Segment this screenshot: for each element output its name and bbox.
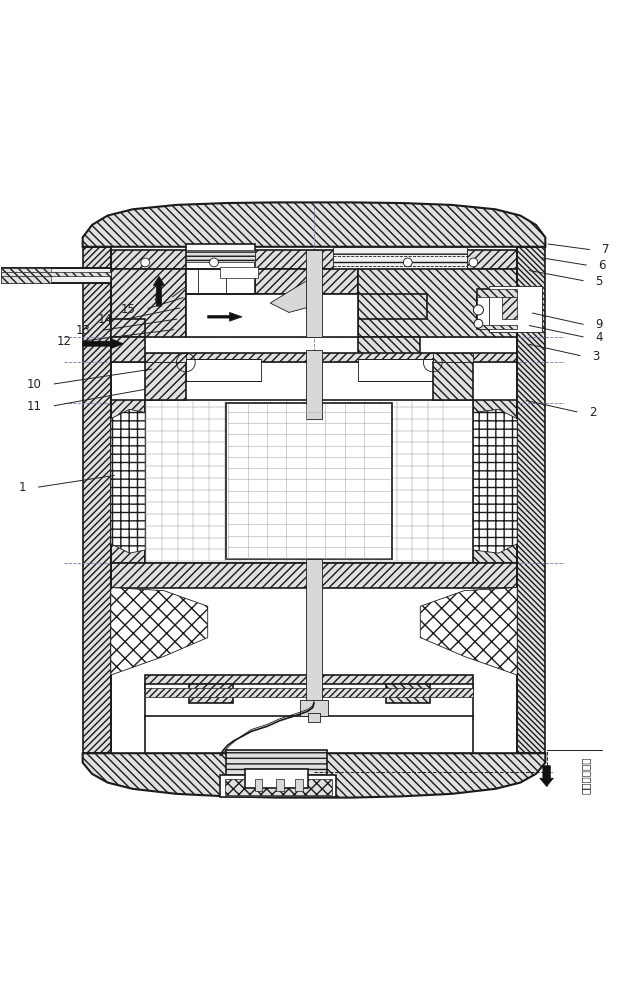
Bar [245, 769, 308, 788]
Polygon shape [111, 250, 517, 269]
Polygon shape [111, 588, 208, 675]
Circle shape [474, 319, 483, 328]
Text: 14: 14 [98, 313, 112, 326]
Bar [145, 716, 474, 753]
Bar [489, 286, 542, 332]
Bar [225, 779, 332, 795]
Bar [145, 353, 186, 362]
Bar [333, 247, 467, 269]
Polygon shape [539, 766, 553, 786]
Circle shape [141, 258, 149, 267]
Bar [145, 400, 474, 563]
Circle shape [469, 258, 478, 267]
Text: 10: 10 [27, 378, 42, 391]
Bar [358, 359, 433, 381]
Text: 1: 1 [19, 481, 26, 494]
Bar [1, 268, 111, 283]
Text: 9: 9 [595, 318, 603, 331]
Text: 4: 4 [595, 331, 603, 344]
Polygon shape [111, 337, 145, 362]
Bar [477, 297, 517, 322]
Bar [220, 267, 257, 278]
Circle shape [210, 258, 219, 267]
Bar [189, 684, 233, 703]
Text: 2: 2 [589, 406, 597, 419]
Bar [276, 779, 284, 791]
Circle shape [403, 258, 412, 267]
Circle shape [474, 305, 484, 315]
Bar [502, 297, 517, 319]
Polygon shape [474, 409, 517, 553]
Bar [306, 350, 322, 419]
Text: 6: 6 [598, 259, 606, 272]
Bar [227, 750, 327, 778]
Bar [145, 684, 474, 719]
Polygon shape [111, 353, 517, 362]
Bar [186, 269, 254, 294]
Polygon shape [477, 289, 517, 297]
Polygon shape [208, 312, 242, 321]
Bar [306, 559, 322, 703]
Polygon shape [145, 688, 474, 697]
Polygon shape [474, 400, 517, 563]
Bar [433, 362, 474, 400]
Polygon shape [477, 325, 517, 329]
Text: 15: 15 [121, 303, 136, 316]
Bar [186, 359, 261, 381]
Polygon shape [145, 675, 474, 688]
Polygon shape [83, 753, 545, 798]
Bar [186, 250, 254, 262]
Polygon shape [111, 319, 145, 337]
Bar [295, 779, 303, 791]
Polygon shape [358, 269, 517, 337]
Text: 13: 13 [76, 324, 91, 337]
Bar [254, 779, 262, 791]
Bar [477, 289, 533, 329]
Polygon shape [1, 276, 51, 283]
Polygon shape [111, 269, 186, 337]
Polygon shape [83, 339, 123, 349]
Bar [145, 362, 186, 400]
Polygon shape [111, 409, 145, 553]
Text: 11: 11 [27, 400, 42, 413]
Bar [1, 272, 111, 276]
Text: 8: 8 [153, 292, 161, 305]
Polygon shape [111, 400, 145, 563]
Bar [220, 775, 336, 797]
Polygon shape [153, 276, 165, 306]
Polygon shape [517, 247, 545, 753]
Bar [386, 684, 430, 703]
Bar [186, 244, 254, 269]
Polygon shape [358, 294, 426, 319]
Polygon shape [270, 276, 314, 312]
Text: 12: 12 [57, 335, 72, 348]
Text: 7: 7 [602, 243, 609, 256]
Bar [186, 294, 358, 337]
Polygon shape [358, 337, 420, 362]
Polygon shape [420, 588, 517, 675]
Polygon shape [254, 269, 358, 294]
Polygon shape [83, 202, 545, 247]
Bar [300, 700, 328, 716]
Bar [433, 353, 474, 362]
Bar [227, 403, 392, 559]
Polygon shape [1, 268, 51, 272]
Bar [308, 713, 320, 722]
Polygon shape [83, 247, 111, 753]
Polygon shape [111, 563, 517, 588]
Text: 补气增焉压缩: 补气增焉压缩 [581, 756, 591, 794]
Text: 5: 5 [595, 275, 603, 288]
Text: 3: 3 [592, 350, 600, 363]
Bar [306, 250, 322, 337]
